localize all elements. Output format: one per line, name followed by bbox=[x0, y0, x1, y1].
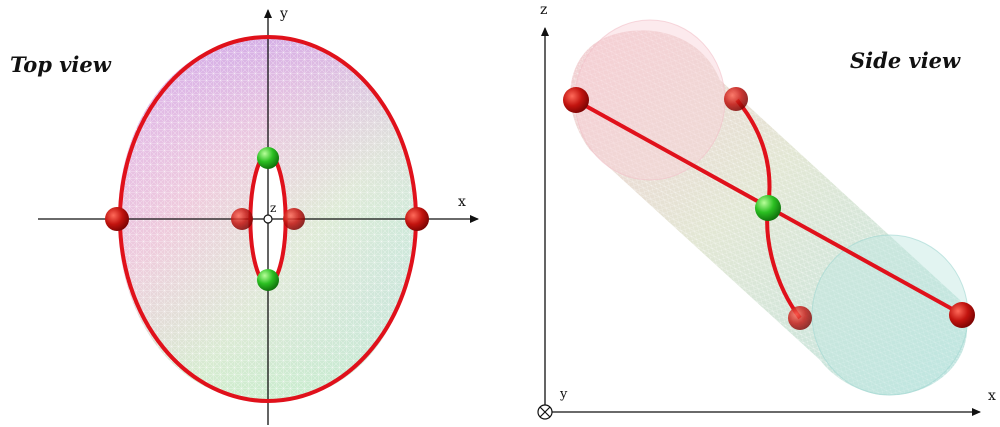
top-x-label: x bbox=[458, 194, 466, 210]
red-sphere-side-bottom-right bbox=[949, 302, 975, 328]
green-sphere-top bbox=[257, 147, 279, 169]
tube-end-cap-top bbox=[574, 19, 726, 181]
side-z-label: z bbox=[540, 2, 547, 18]
red-sphere-side-top-right bbox=[724, 87, 748, 111]
z-axis-out-of-page-icon bbox=[263, 214, 273, 224]
y-axis-into-page-icon bbox=[537, 404, 553, 420]
green-sphere-center bbox=[755, 195, 781, 221]
side-x-label: x bbox=[988, 388, 996, 404]
top-view-panel: Top view x y z bbox=[10, 6, 479, 425]
side-view-title: Side view bbox=[850, 48, 961, 73]
red-sphere-side-bottom-left bbox=[788, 306, 812, 330]
top-y-label: y bbox=[279, 6, 288, 22]
side-y-label: y bbox=[559, 387, 568, 402]
red-sphere-outer-left bbox=[105, 207, 129, 231]
red-sphere-outer-right bbox=[405, 207, 429, 231]
top-view-title: Top view bbox=[10, 52, 112, 77]
red-sphere-inner-right bbox=[283, 208, 305, 230]
torus-mesh bbox=[118, 38, 415, 401]
red-sphere-side-top-left bbox=[563, 87, 589, 113]
red-sphere-inner-left bbox=[231, 208, 253, 230]
top-z-label: z bbox=[270, 201, 276, 215]
tube-end-cap-bottom bbox=[811, 234, 969, 396]
green-sphere-bottom bbox=[257, 269, 279, 291]
side-view-panel: Side view z x y bbox=[537, 2, 996, 420]
